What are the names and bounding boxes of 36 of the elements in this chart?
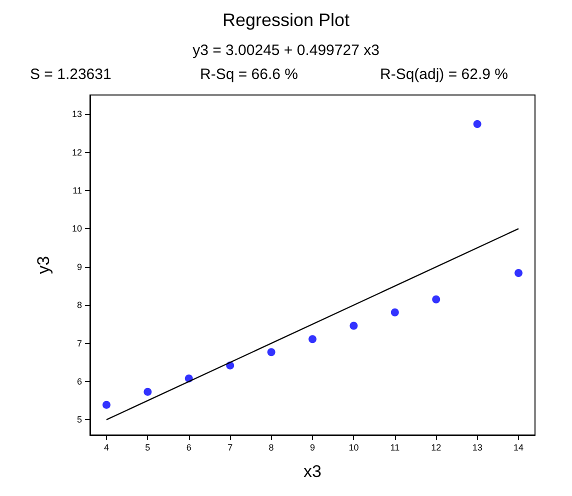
x-tick-label: 6 — [186, 442, 192, 452]
x-tick-label: 5 — [145, 442, 150, 452]
x-tick-label: 13 — [472, 442, 482, 452]
x-tick-label: 10 — [348, 442, 359, 452]
y-tick-label: 12 — [72, 147, 82, 158]
x-tick-label: 7 — [228, 442, 233, 452]
point — [432, 295, 440, 304]
chart-subtitle: y3 = 3.00245 + 0.499727 x3 — [192, 42, 380, 59]
point — [308, 335, 316, 344]
y-tick-label: 9 — [76, 262, 82, 272]
y-axis-title: y3 — [34, 256, 53, 274]
x-tick-label: 4 — [104, 442, 109, 452]
y-tick-label: 6 — [76, 376, 82, 387]
text: R-Sq = 66.6 % — [200, 66, 298, 83]
text: S = 1.23631 — [30, 66, 112, 83]
y-tick-label: 5 — [76, 414, 82, 425]
x-tick-label: 9 — [310, 442, 316, 452]
point — [350, 322, 358, 330]
y-tick-label: 8 — [76, 300, 82, 310]
text: R-Sq(adj) = 62.9 % — [380, 66, 508, 83]
point — [267, 348, 276, 356]
point — [102, 400, 110, 409]
y-tick-label: 13 — [72, 109, 82, 120]
x-tick-label: 11 — [390, 442, 400, 452]
point — [473, 120, 482, 128]
chart-title: Regression Plot — [222, 10, 350, 30]
point — [390, 308, 399, 316]
x-tick-label: 12 — [431, 442, 442, 452]
x-tick-label: 8 — [268, 442, 274, 452]
y-tick-label: 7 — [76, 338, 82, 348]
point — [514, 269, 523, 278]
y-tick-label: 10 — [72, 224, 82, 234]
x-tick-label: 14 — [514, 442, 524, 452]
y-tick-label: 11 — [72, 186, 82, 196]
point — [144, 388, 152, 396]
x-axis-title: x3 — [304, 462, 322, 481]
